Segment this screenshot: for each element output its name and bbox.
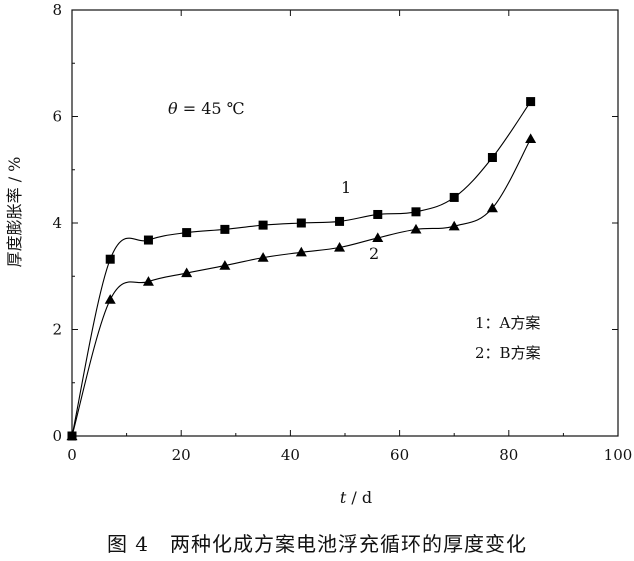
figure-caption: 图 4 两种化成方案电池浮充循环的厚度变化 — [106, 532, 528, 556]
series-2-label: 2 — [369, 244, 379, 263]
x-tick-label: 80 — [499, 446, 518, 464]
x-tick-label: 100 — [604, 446, 633, 464]
series-1-point — [296, 218, 306, 228]
series-1-point — [411, 207, 421, 217]
series-1-point — [373, 209, 383, 219]
series-2-point — [372, 232, 384, 243]
series-2-point — [257, 252, 269, 262]
series-1-point — [105, 254, 115, 264]
y-tick-label: 8 — [52, 1, 62, 19]
x-tick-label: 0 — [67, 446, 77, 464]
x-tick-label: 40 — [281, 446, 300, 464]
series-2-point — [525, 133, 537, 143]
y-tick-label: 4 — [52, 214, 62, 232]
series-1-point — [487, 153, 497, 163]
series-1-point — [449, 192, 459, 202]
series-1-line — [71, 101, 532, 437]
plot-border — [71, 9, 619, 437]
plot-frame — [71, 9, 619, 437]
series-1-point — [526, 97, 536, 107]
series-2-point — [66, 430, 78, 441]
y-axis-ticks: 0 2 4 6 8 — [52, 1, 618, 445]
legend-entry-a: 1：A方案 — [475, 314, 540, 332]
y-tick-label: 6 — [52, 108, 62, 126]
y-axis-title: 厚度膨胀率 / % — [5, 157, 24, 268]
thickness-expansion-chart: 0 20 40 60 80 100 0 2 4 6 8 t / d 厚度膨胀率 / % θ = 4… — [5, 1, 632, 507]
series-2-point — [295, 246, 307, 257]
temperature-annotation: θ = 45 ℃ — [168, 99, 245, 118]
series-layer — [66, 97, 537, 441]
x-axis-ticks: 0 20 40 60 80 100 — [67, 10, 632, 464]
series-2-point — [142, 276, 154, 286]
series-2-point — [334, 241, 346, 252]
y-tick-label: 2 — [52, 321, 62, 339]
series-2-point — [486, 202, 498, 213]
series-2-point — [181, 267, 193, 278]
series-1-point — [143, 235, 153, 245]
series-1-point — [335, 216, 345, 226]
y-tick-label: 0 — [52, 427, 62, 445]
x-axis-title: t / d — [340, 488, 372, 507]
series-2-point — [104, 294, 116, 304]
legend-entry-b: 2：B方案 — [475, 344, 541, 362]
series-1-point — [258, 220, 268, 230]
series-1-label: 1 — [341, 178, 351, 197]
x-tick-label: 60 — [390, 446, 409, 464]
series-1-point — [220, 224, 230, 234]
series-2-line — [71, 138, 532, 437]
series-2-point — [219, 260, 231, 270]
series-1-point — [182, 228, 192, 238]
series-2-point — [448, 220, 460, 231]
x-tick-label: 20 — [172, 446, 191, 464]
series-2-point — [410, 223, 422, 234]
